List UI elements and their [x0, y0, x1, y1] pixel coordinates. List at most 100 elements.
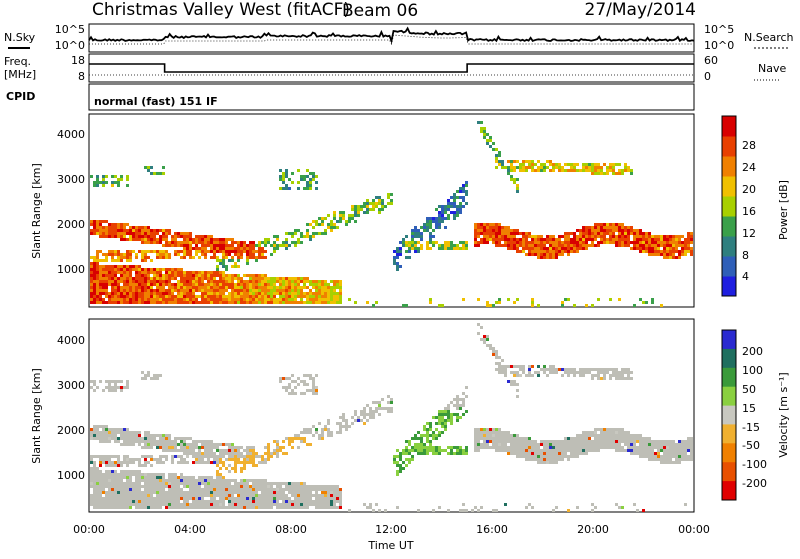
power-cell [300, 295, 303, 298]
power-cell [606, 238, 609, 241]
velocity-cell [510, 449, 513, 452]
vel-cbar-tick-m100: -100 [742, 458, 767, 471]
power-cell [255, 298, 258, 301]
velocity-cell [183, 452, 186, 455]
velocity-cell [363, 422, 366, 425]
velocity-cell [459, 452, 462, 455]
power-cell [180, 283, 183, 286]
velocity-cell [423, 449, 426, 452]
power-cell [198, 274, 201, 277]
velocity-cell [99, 503, 102, 506]
velocity-cell [510, 446, 513, 449]
velocity-cell [492, 446, 495, 449]
power-cell [186, 289, 189, 292]
velocity-cell [615, 440, 618, 443]
velocity-cell [300, 506, 303, 509]
power-cell [408, 247, 411, 250]
power-cell [528, 244, 531, 247]
power-cell [663, 256, 666, 259]
power-cell [285, 184, 288, 187]
power-cell [240, 295, 243, 298]
power-cell [513, 178, 516, 181]
velocity-cell [585, 440, 588, 443]
velocity-cell [138, 497, 141, 500]
power-cell [489, 304, 492, 307]
velocity-cell [129, 476, 132, 479]
velocity-cell [624, 431, 627, 434]
velocity-cell [285, 488, 288, 491]
velocity-cell [144, 494, 147, 497]
power-cell [171, 244, 174, 247]
velocity-cell [585, 434, 588, 437]
velocity-cell [90, 428, 93, 431]
power-cell [597, 163, 600, 166]
power-cell [585, 232, 588, 235]
velocity-cell [168, 506, 171, 509]
velocity-cell [276, 503, 279, 506]
power-cell [675, 244, 678, 247]
velocity-cell [237, 491, 240, 494]
power-cell [225, 253, 228, 256]
power-cell [282, 298, 285, 301]
velocity-cell [183, 503, 186, 506]
velocity-cell [540, 440, 543, 443]
power-cell [174, 235, 177, 238]
velocity-cell [348, 509, 351, 512]
power-cell [492, 238, 495, 241]
velocity-cell [597, 446, 600, 449]
power-cell [201, 238, 204, 241]
velocity-cell [93, 482, 96, 485]
power-cell [93, 280, 96, 283]
velocity-cell [396, 461, 399, 464]
power-cell [651, 235, 654, 238]
velocity-cell [582, 374, 585, 377]
velocity-cell [582, 440, 585, 443]
velocity-cell [456, 449, 459, 452]
power-cell [675, 235, 678, 238]
velocity-cell [420, 440, 423, 443]
power-cell [96, 268, 99, 271]
power-cell [654, 250, 657, 253]
power-cell [177, 241, 180, 244]
power-cell [636, 235, 639, 238]
velocity-cell [180, 446, 183, 449]
noise-panel-frame [88, 23, 695, 53]
power-cell [294, 289, 297, 292]
power-cell [267, 286, 270, 289]
velocity-cell [129, 470, 132, 473]
power-cell [360, 208, 363, 211]
power-cell [420, 247, 423, 250]
velocity-cell [144, 461, 147, 464]
power-cell [195, 301, 198, 304]
power-cell [534, 241, 537, 244]
velocity-cell [552, 452, 555, 455]
velocity-cell [606, 371, 609, 374]
velocity-cell [294, 386, 297, 389]
velocity-cell [132, 434, 135, 437]
velocity-cell [579, 440, 582, 443]
power-cell [495, 238, 498, 241]
power-cell [576, 238, 579, 241]
velocity-cell [315, 503, 318, 506]
power-cell [579, 247, 582, 250]
power-cell [132, 289, 135, 292]
power-cell [402, 241, 405, 244]
velocity-cell [150, 494, 153, 497]
velocity-cell [495, 509, 498, 512]
velocity-cell [372, 413, 375, 416]
power-cell [180, 295, 183, 298]
power-cell [690, 241, 693, 244]
power-cell [162, 283, 165, 286]
velocity-cell [669, 452, 672, 455]
velocity-cell [162, 443, 165, 446]
velocity-cell [243, 488, 246, 491]
velocity-cell [498, 371, 501, 374]
velocity-cell [108, 428, 111, 431]
velocity-cell [114, 488, 117, 491]
velocity-cell [291, 437, 294, 440]
velocity-cell [234, 497, 237, 500]
velocity-cell [108, 389, 111, 392]
power-cell [111, 259, 114, 262]
velocity-cell [687, 443, 690, 446]
power-cell [261, 247, 264, 250]
